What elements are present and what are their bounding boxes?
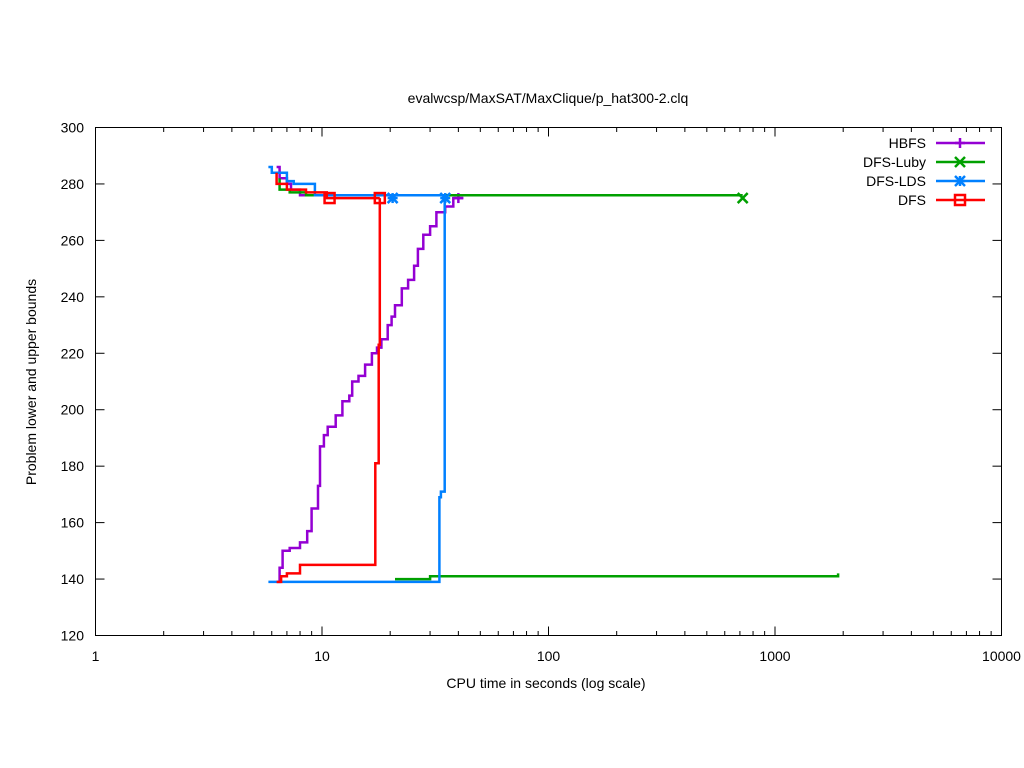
series-hbfs — [276, 165, 464, 584]
series-dfs-lds-upper-bound — [268, 165, 446, 197]
y-tick-label: 280 — [61, 176, 85, 192]
chart-title: evalwcsp/MaxSAT/MaxClique/p_hat300-2.clq — [408, 90, 689, 106]
x-tick-label: 1 — [92, 648, 100, 664]
y-tick-label: 120 — [61, 628, 85, 644]
y-tick-label: 220 — [61, 345, 85, 361]
y-axis: 120 140 160 180 200 220 240 260 280 300 — [61, 120, 1002, 644]
x-tick-label: 1000 — [759, 648, 790, 664]
legend-marker-dfs-lds — [954, 175, 966, 187]
series-dfs-lower-bound — [276, 198, 382, 584]
legend-label-dfs-lds: DFS-LDS — [866, 173, 926, 189]
series-dfs-marker — [323, 191, 336, 205]
series-dfs-lds-marker — [439, 192, 452, 204]
series-dfs-marker — [373, 191, 387, 205]
legend: HBFS DFS-Luby DFS-LDS DFS — [863, 135, 985, 208]
y-tick-label: 180 — [61, 458, 85, 474]
x-tick-label: 10 — [314, 648, 330, 664]
legend-label-dfs-luby: DFS-Luby — [863, 154, 926, 170]
series-dfs-lds-lower-bound — [268, 196, 446, 584]
series-dfs — [275, 172, 387, 584]
x-tick-label: 100 — [537, 648, 561, 664]
y-axis-label: Problem lower and upper bounds — [23, 279, 39, 485]
legend-marker-hbfs — [955, 138, 965, 148]
x-axis: 1 10 100 1000 10000 — [92, 127, 1021, 664]
legend-label-dfs: DFS — [898, 192, 926, 208]
series-dfs-luby — [278, 178, 840, 581]
series-dfs-luby-lower-bound — [395, 573, 840, 581]
series-hbfs-upper-bound — [276, 165, 464, 197]
y-tick-label: 160 — [61, 515, 85, 531]
series-dfs-upper-bound — [275, 172, 380, 200]
plot-frame — [95, 127, 1002, 636]
legend-marker-dfs-luby — [954, 156, 966, 168]
y-tick-label: 260 — [61, 232, 85, 248]
series-layer — [268, 165, 840, 584]
series-dfs-lds — [268, 165, 452, 584]
y-tick-label: 300 — [61, 120, 85, 136]
series-dfs-luby-marker — [736, 192, 749, 204]
x-axis-label: CPU time in seconds (log scale) — [446, 675, 645, 691]
legend-marker-dfs — [953, 193, 967, 207]
x-tick-label: 10000 — [982, 648, 1021, 664]
y-tick-label: 240 — [61, 289, 85, 305]
series-hbfs-lower-bound — [276, 196, 464, 584]
y-tick-label: 200 — [61, 402, 85, 418]
series-dfs-lds-marker — [386, 192, 399, 204]
y-tick-label: 140 — [61, 571, 85, 587]
legend-label-hbfs: HBFS — [889, 135, 926, 151]
series-dfs-luby-upper-bound — [278, 178, 743, 197]
